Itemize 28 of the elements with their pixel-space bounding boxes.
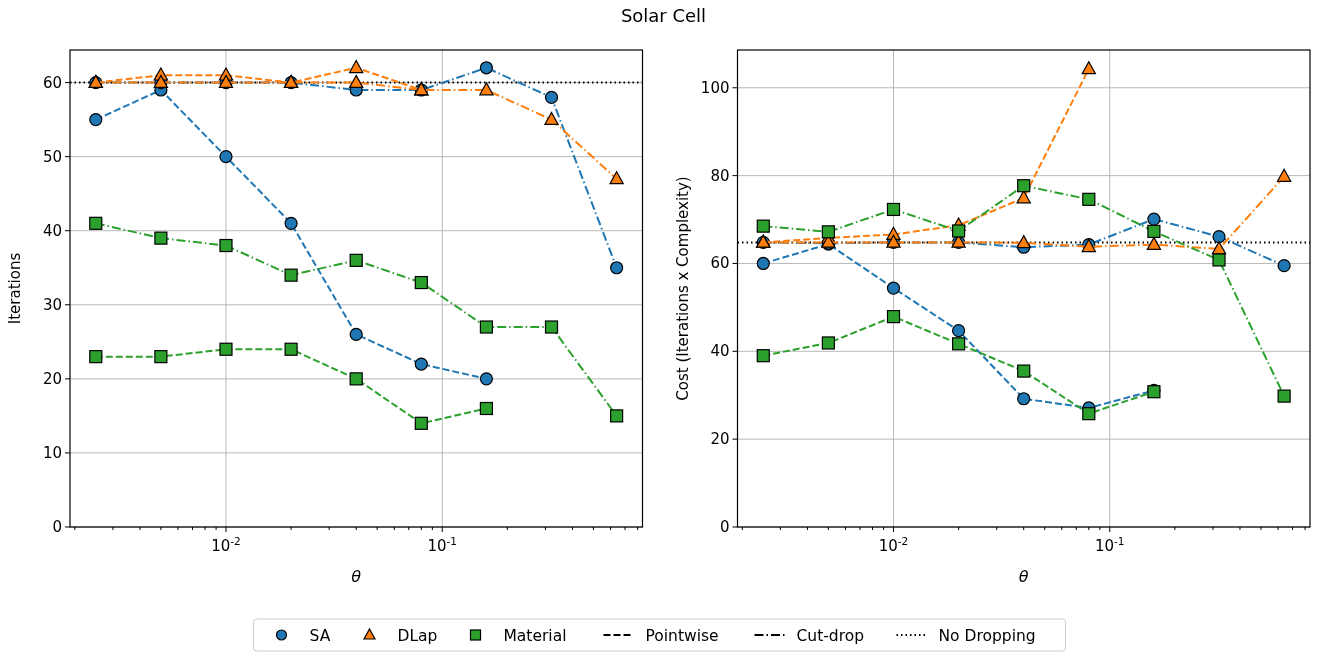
x-tick-label: 10$^{-1}$ — [1094, 535, 1125, 555]
text: Cut-drop — [796, 626, 865, 645]
y-tick-label: 50 — [42, 147, 62, 166]
y-tick-label: 40 — [42, 221, 62, 240]
x-tick-label: 10$^{-2}$ — [878, 535, 909, 555]
y-tick-label: 80 — [710, 166, 730, 185]
text: Pointwise — [645, 626, 719, 645]
x-tick-label: 10$^{-1}$ — [427, 535, 458, 555]
y-tick-label: 60 — [42, 73, 62, 92]
y-axis-title: Cost (Iterations x Complexity) — [673, 176, 692, 401]
y-tick-label: 20 — [42, 369, 62, 388]
y-tick-label: 20 — [710, 430, 730, 449]
y-tick-label: 60 — [710, 254, 730, 273]
chart-title: Solar Cell — [620, 5, 707, 26]
x-axis-title: θ — [1018, 567, 1029, 586]
legend-label: Material — [503, 626, 567, 645]
legend-label: SA — [309, 626, 331, 645]
x-axis-title: θ — [351, 567, 362, 586]
legend-label: DLap — [397, 626, 438, 645]
y-axis-title: Iterations — [6, 252, 24, 325]
y-tick-label: 30 — [42, 295, 62, 314]
y-tick-label: 40 — [710, 342, 730, 361]
y-tick-label: 0 — [719, 518, 730, 536]
x-tick-label: 10$^{-2}$ — [211, 535, 241, 555]
legend-label: No Dropping — [938, 626, 1036, 645]
y-tick-label: 100 — [700, 78, 730, 97]
y-tick-label: 10 — [42, 443, 62, 462]
y-tick-label: 0 — [52, 518, 62, 536]
